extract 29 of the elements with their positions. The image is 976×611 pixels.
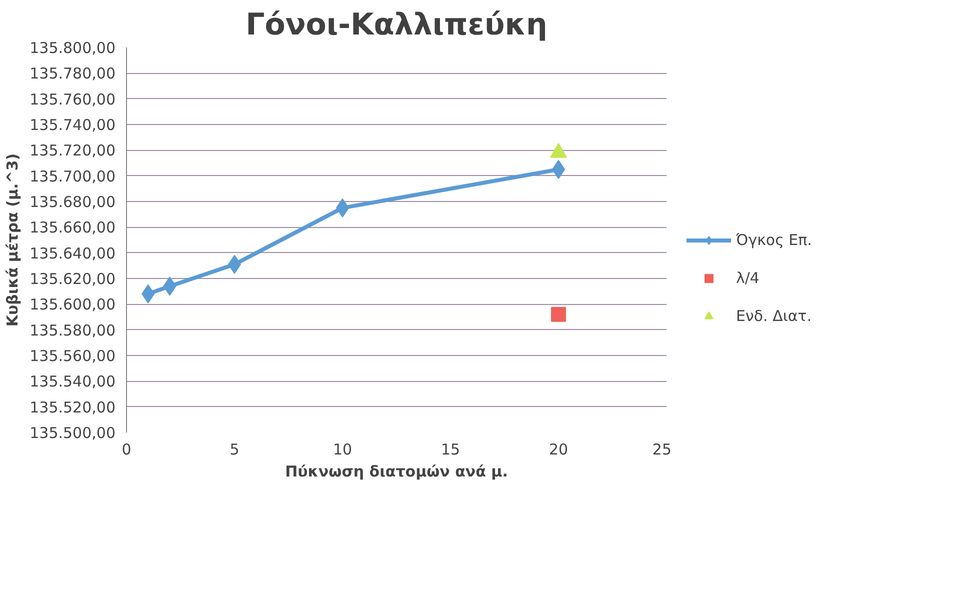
y-tick-label: 135.680,00 [30, 193, 116, 211]
y-tick-label: 135.600,00 [30, 296, 116, 314]
y-tick-label: 135.660,00 [30, 218, 116, 237]
y-tick-label: 135.520,00 [30, 398, 116, 416]
point [551, 306, 566, 322]
x-tick-label: 0 [122, 440, 132, 458]
legend-label: Ενδ. Διατ. [736, 307, 812, 325]
x-tick-label: 20 [548, 440, 568, 458]
y-tick-label: 135.800,00 [30, 39, 116, 57]
x-tick-label: 5 [230, 440, 240, 458]
y-tick-label: 135.620,00 [30, 270, 116, 288]
legend-label: Όγκος Επ. [736, 231, 812, 249]
chart-title: Γόνοι-Καλλιπεύκη [246, 8, 548, 42]
y-tick-label: 135.640,00 [30, 244, 116, 262]
x-axis-title: Πύκνωση διατομών ανά μ. [285, 462, 508, 480]
x-tick-label: 15 [440, 440, 460, 458]
y-tick-label: 135.720,00 [30, 142, 116, 160]
legend-label: λ/4 [736, 269, 760, 287]
x-tick-label: 10 [332, 440, 352, 458]
y-tick-label: 135.560,00 [30, 347, 116, 365]
y-tick-label: 135.500,00 [30, 424, 116, 442]
y-tick-label: 135.700,00 [30, 167, 116, 186]
y-tick-label: 135.740,00 [30, 116, 116, 134]
y-axis-title: Κυβικά μέτρα (μ.^3) [4, 153, 22, 327]
y-tick-label: 135.780,00 [30, 64, 116, 83]
y-tick-label: 135.540,00 [30, 372, 116, 391]
x-tick-label: 25 [652, 440, 672, 458]
y-tick-label: 135.580,00 [30, 321, 116, 340]
y-tick-label: 135.760,00 [30, 90, 116, 108]
